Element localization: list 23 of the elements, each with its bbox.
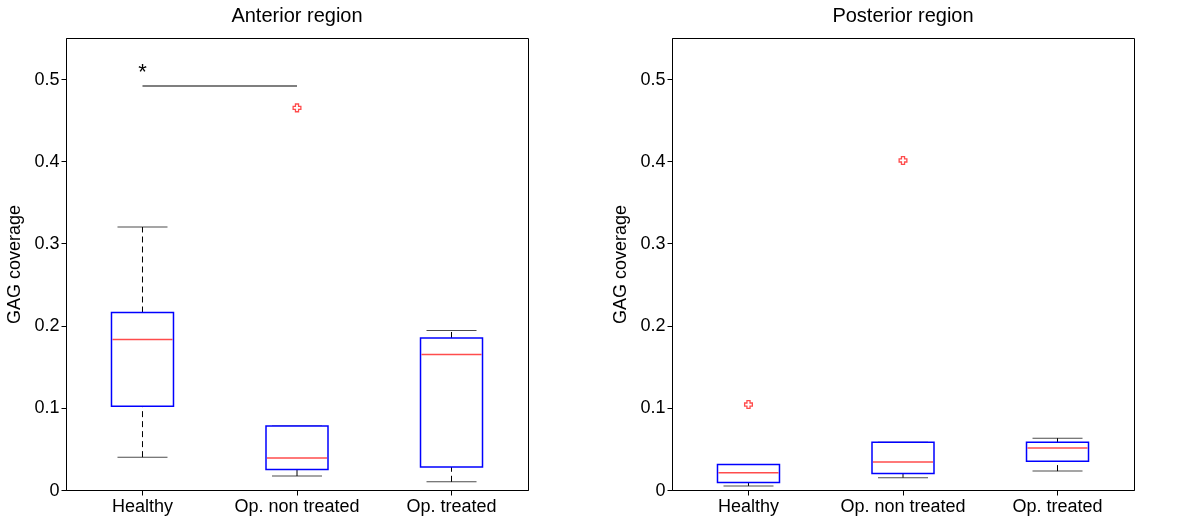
chart-title: Anterior region: [231, 4, 363, 26]
x-tick-label: Op. non treated: [840, 495, 966, 516]
y-tick-label: 0.1: [640, 397, 666, 418]
y-tick-label: 0.3: [34, 232, 60, 253]
y-tick-label: 0.5: [640, 68, 666, 89]
y-tick-label: 0.5: [34, 68, 60, 89]
chart-title: Posterior region: [832, 4, 974, 26]
y-tick-label: 0: [655, 479, 666, 500]
x-tick-label: Op. treated: [406, 495, 497, 516]
y-tick-label: 0.1: [34, 397, 60, 418]
x-tick-label: Op. treated: [1012, 495, 1103, 516]
x-tick-label: Healthy: [717, 495, 779, 516]
y-tick-label: 0: [49, 479, 60, 500]
x-tick-label: Op. non treated: [234, 495, 360, 516]
annotation: *: [138, 59, 148, 84]
y-tick-label: 0.3: [640, 232, 666, 253]
y-tick-label: 0.4: [34, 150, 60, 171]
y-axis-title: GAG coverage: [4, 204, 25, 325]
y-axis-title: GAG coverage: [610, 204, 631, 325]
y-tick-label: 0.2: [640, 315, 666, 336]
x-tick-label: Healthy: [111, 495, 173, 516]
y-tick-label: 0.4: [640, 150, 666, 171]
y-tick-label: 0.2: [34, 315, 60, 336]
